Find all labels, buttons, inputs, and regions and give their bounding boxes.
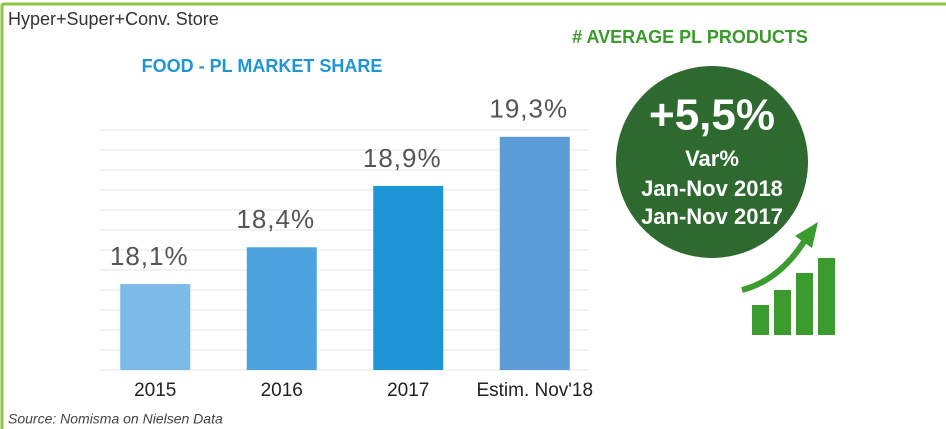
chart-title: FOOD - PL MARKET SHARE (142, 56, 383, 76)
data-label: 18,9% (363, 143, 442, 173)
kpi-line: Var% (685, 146, 739, 171)
data-label: 19,3% (489, 94, 568, 124)
x-tick-label: Estim. Nov'18 (476, 380, 593, 401)
bar-chart: 2015 18,1% 2016 18,4% 2017 18,9% Estim. Nov'18… (110, 94, 593, 401)
bar (373, 185, 444, 370)
x-tick-label: 2016 (261, 380, 303, 401)
data-label: 18,1% (110, 241, 189, 271)
kpi-line: Jan-Nov 2018 (641, 176, 783, 201)
kpi-line: Jan-Nov 2017 (641, 204, 783, 229)
icon-arrow (741, 238, 808, 293)
bar (246, 247, 317, 370)
subtitle: Hyper+Super+Conv. Store (8, 9, 219, 29)
bar (499, 136, 570, 370)
icon-bar (752, 305, 769, 335)
icon-arrowhead (795, 222, 818, 248)
data-label: 18,4% (236, 204, 315, 234)
icon-bar (818, 258, 835, 335)
kpi-value: +5,5% (649, 91, 775, 140)
kpi-circle (616, 66, 808, 258)
icon-bar (796, 273, 813, 335)
bar (120, 284, 191, 370)
x-tick-label: 2017 (387, 380, 429, 401)
kpi-title: # AVERAGE PL PRODUCTS (572, 27, 808, 47)
source: Source: Nomisma on Nielsen Data (8, 411, 223, 427)
x-tick-label: 2015 (134, 380, 176, 401)
icon-bar (774, 290, 791, 335)
growth-icon (741, 222, 835, 335)
